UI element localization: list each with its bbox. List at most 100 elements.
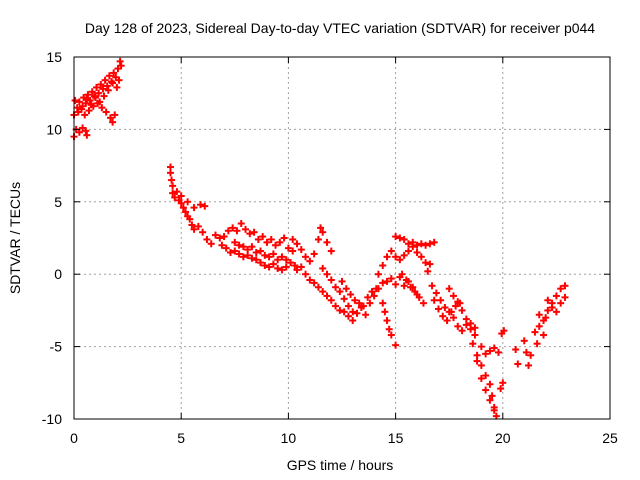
data-point xyxy=(302,253,310,261)
x-axis-label: GPS time / hours xyxy=(287,457,394,473)
data-point xyxy=(396,234,404,242)
data-point xyxy=(520,337,528,345)
x-tick-label: 10 xyxy=(281,430,297,446)
data-point xyxy=(207,240,215,248)
data-point xyxy=(379,299,387,307)
data-point xyxy=(239,243,247,251)
data-point xyxy=(171,193,179,201)
data-point xyxy=(278,266,286,274)
data-point xyxy=(392,253,400,261)
data-point xyxy=(259,233,267,241)
data-point xyxy=(117,62,125,70)
data-point xyxy=(244,246,252,254)
data-point xyxy=(252,256,260,264)
data-point xyxy=(499,379,507,387)
data-point xyxy=(404,240,412,248)
data-point xyxy=(110,69,118,77)
data-point xyxy=(490,344,498,352)
data-point xyxy=(432,289,440,297)
data-point xyxy=(278,253,286,261)
data-point xyxy=(261,262,269,270)
data-point xyxy=(280,234,288,242)
data-point xyxy=(482,350,490,358)
data-point xyxy=(82,127,90,135)
data-point xyxy=(488,392,496,400)
data-point xyxy=(101,76,109,84)
data-point xyxy=(454,322,462,330)
data-point xyxy=(83,131,91,139)
data-point xyxy=(257,259,265,267)
data-point xyxy=(289,235,297,243)
data-point xyxy=(411,288,419,296)
data-point xyxy=(355,299,363,307)
data-point xyxy=(327,247,335,255)
data-point xyxy=(310,279,318,287)
data-point xyxy=(535,311,543,319)
data-point xyxy=(109,79,117,87)
data-point xyxy=(452,302,460,310)
data-point xyxy=(342,285,350,293)
data-point xyxy=(492,412,500,420)
data-point xyxy=(105,72,113,80)
data-point xyxy=(336,306,344,314)
data-point xyxy=(201,202,209,210)
data-point xyxy=(525,361,533,369)
y-tick-label: 10 xyxy=(46,121,62,137)
data-point xyxy=(426,240,434,248)
data-point xyxy=(239,253,247,261)
data-point xyxy=(392,341,400,349)
data-point xyxy=(319,288,327,296)
data-point xyxy=(293,266,301,274)
data-point xyxy=(514,360,522,368)
data-point xyxy=(379,262,387,270)
data-point xyxy=(231,247,239,255)
data-point xyxy=(99,85,107,93)
data-point xyxy=(327,276,335,284)
data-point xyxy=(430,238,438,246)
data-point xyxy=(75,128,83,136)
x-tick-label: 25 xyxy=(602,430,618,446)
data-point xyxy=(404,247,412,255)
data-point xyxy=(477,343,485,351)
data-point xyxy=(319,228,327,236)
data-point xyxy=(379,279,387,287)
data-point xyxy=(252,248,260,256)
data-point xyxy=(274,264,282,272)
data-point xyxy=(332,302,340,310)
data-point xyxy=(289,247,297,255)
data-point xyxy=(364,293,372,301)
data-point xyxy=(97,81,105,89)
data-point xyxy=(95,89,103,97)
data-point xyxy=(522,348,530,356)
data-point xyxy=(222,244,230,252)
data-point xyxy=(177,199,185,207)
data-point xyxy=(383,253,391,261)
data-point xyxy=(482,372,490,380)
x-tick-label: 5 xyxy=(177,430,185,446)
data-point xyxy=(317,224,325,232)
data-point xyxy=(74,108,82,116)
y-tick-label: -10 xyxy=(42,411,62,427)
data-point xyxy=(276,238,284,246)
data-point xyxy=(400,235,408,243)
data-point xyxy=(471,331,479,339)
data-point xyxy=(441,304,449,312)
data-point xyxy=(531,328,539,336)
data-point xyxy=(71,96,79,104)
data-point xyxy=(370,292,378,300)
data-point xyxy=(233,227,241,235)
data-point xyxy=(353,309,361,317)
data-point xyxy=(323,292,331,300)
data-point xyxy=(359,302,367,310)
data-point xyxy=(227,248,235,256)
data-point xyxy=(419,299,427,307)
data-point xyxy=(265,263,273,271)
data-point xyxy=(269,250,277,258)
data-point xyxy=(535,322,543,330)
data-point xyxy=(188,221,196,229)
data-point xyxy=(106,114,114,122)
data-point xyxy=(490,406,498,414)
data-point xyxy=(430,296,438,304)
data-point xyxy=(344,312,352,320)
data-point xyxy=(293,240,301,248)
